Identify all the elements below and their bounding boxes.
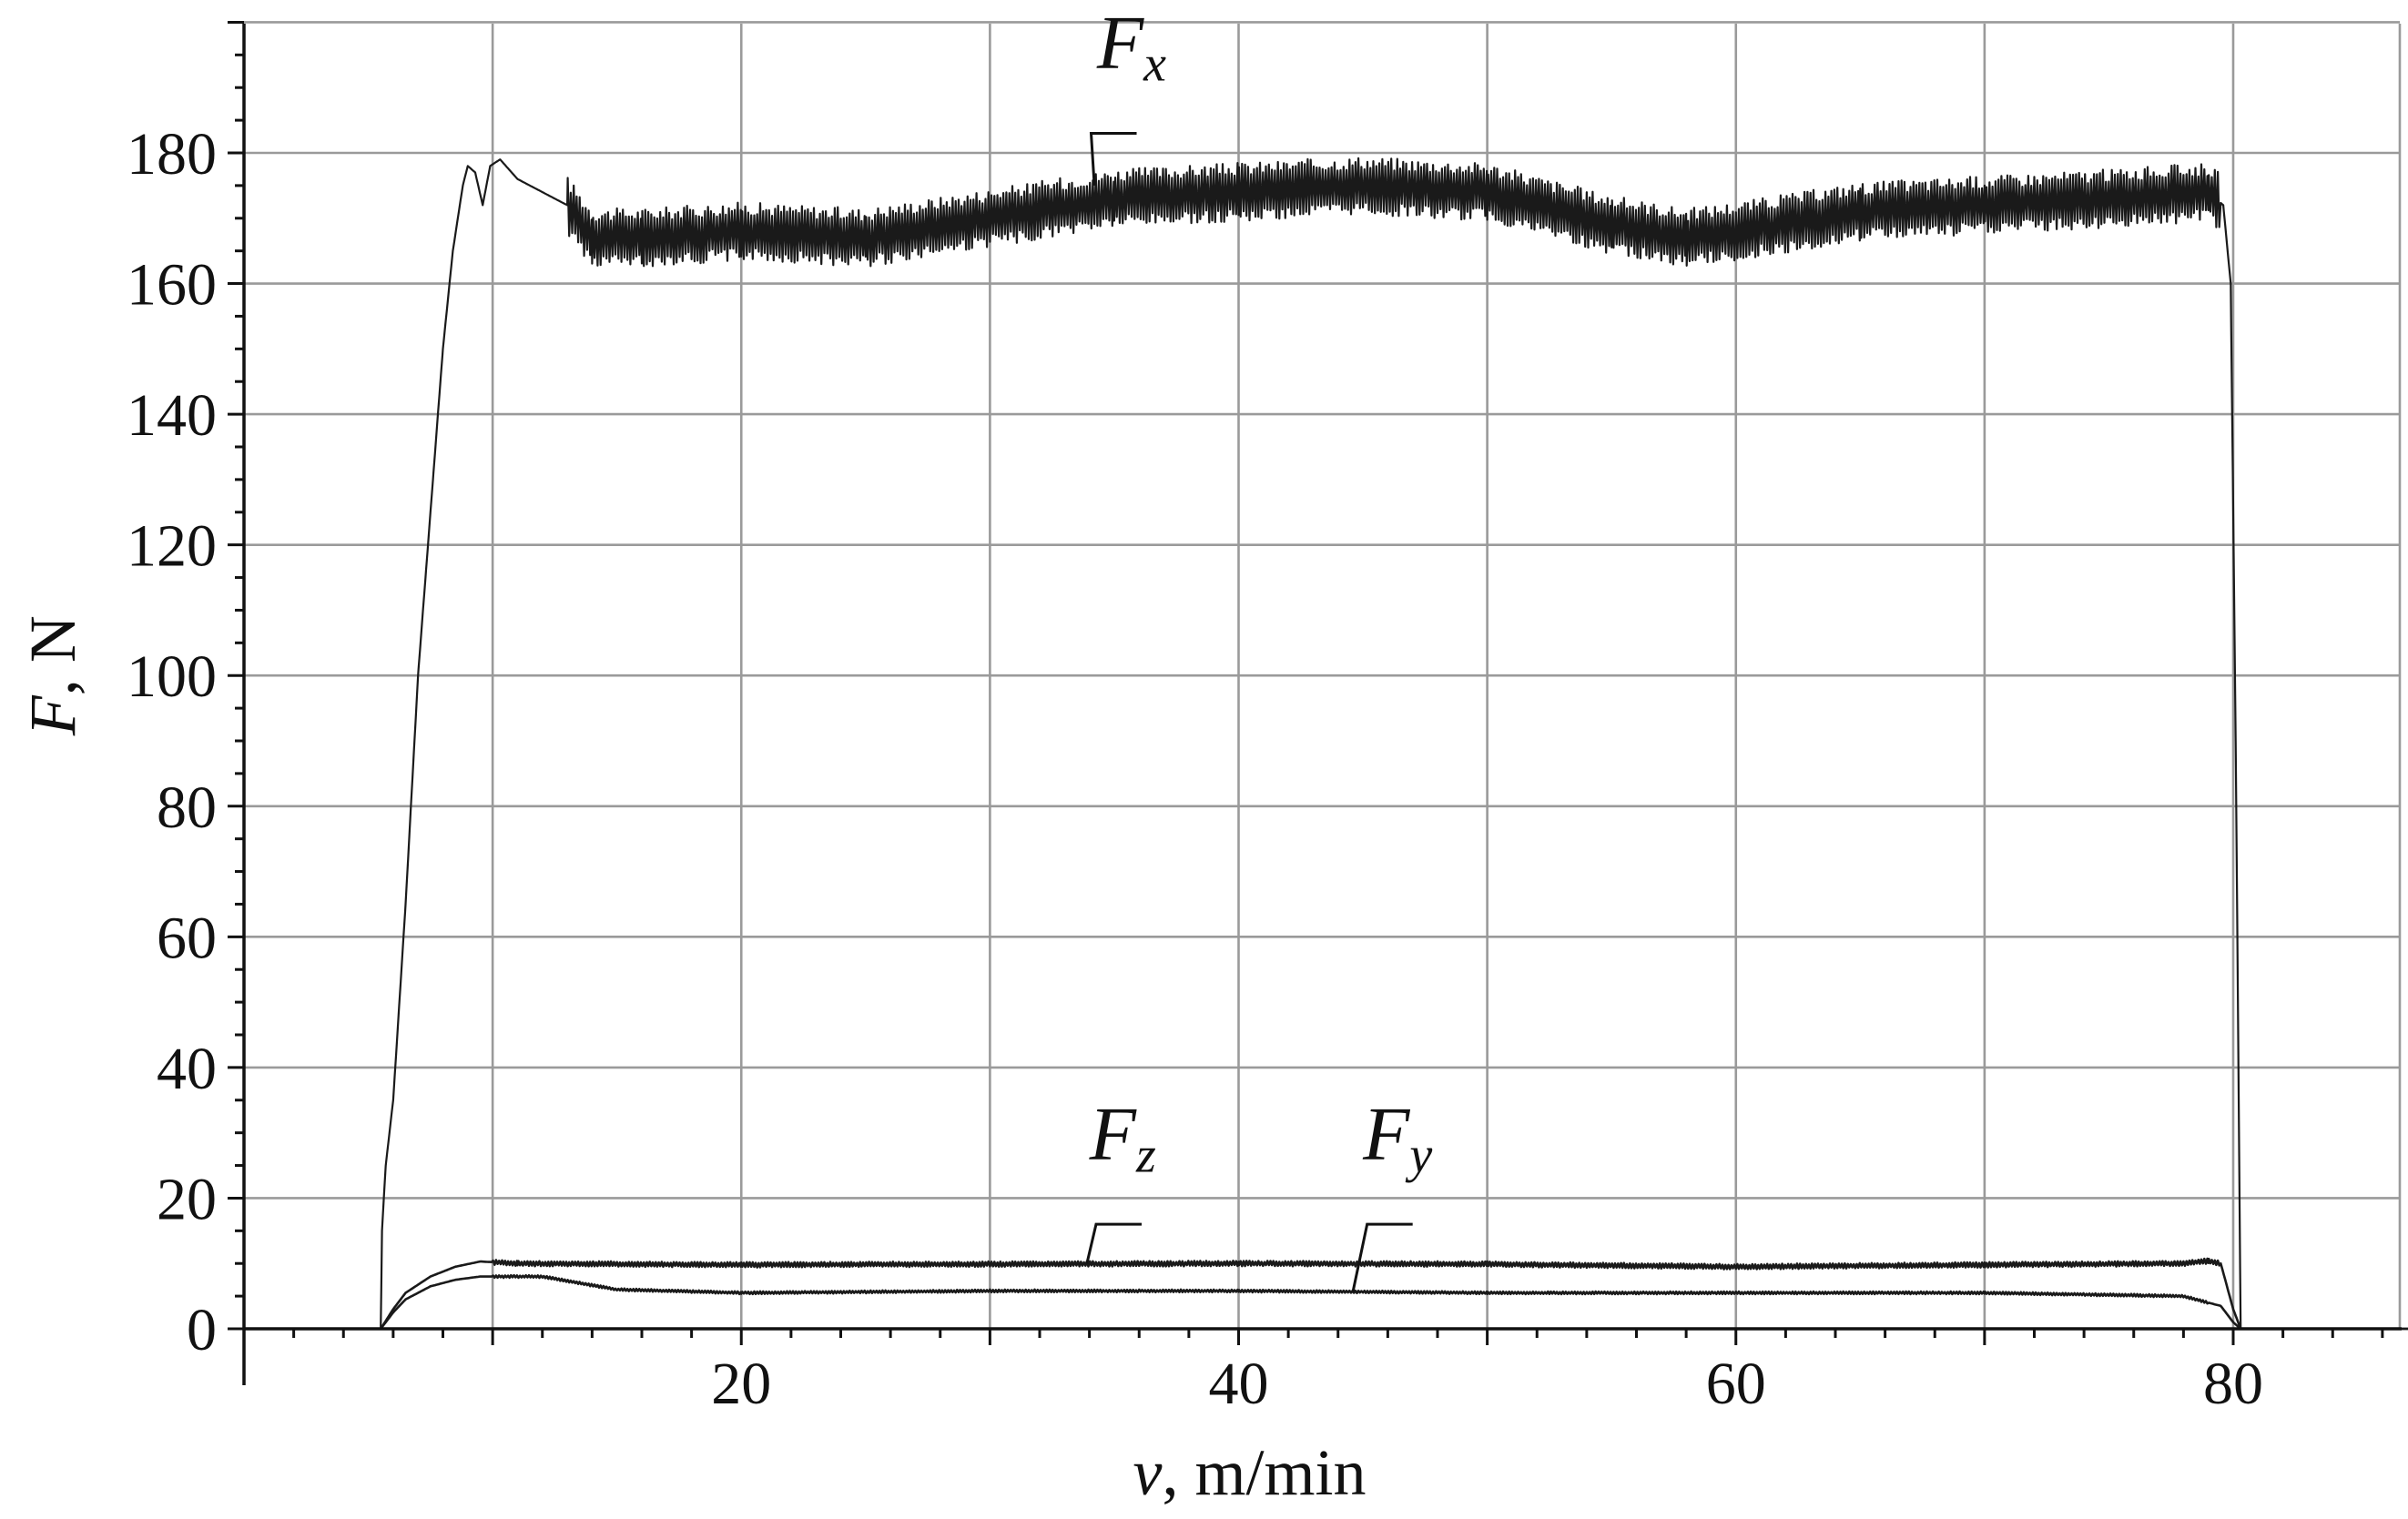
tick-labels: 0 20 40 60 80 100 120 140 160 180 20 40 60 80 [127, 121, 2263, 1417]
y-tick-label-20: 20 [157, 1166, 217, 1232]
annotation-fz: Fz [1085, 1091, 1156, 1264]
y-tick-label-160: 160 [127, 252, 217, 319]
x-tick-label-60: 60 [1706, 1351, 1766, 1417]
annotation-label-fy: Fy [1362, 1091, 1432, 1183]
y-tick-label-180: 180 [127, 121, 217, 187]
y-tick-label-80: 80 [157, 775, 217, 841]
x-axis-label-unit: , m/min [1162, 1436, 1366, 1509]
annotation-label-subscript: x [1143, 36, 1166, 93]
annotation-label-main: F [1089, 1091, 1138, 1176]
series-line-fx [244, 157, 2408, 1331]
x-axis-label: v, m/min [1133, 1436, 1367, 1509]
annotation-leader-fx [1089, 131, 1137, 186]
annotation-label-subscript: z [1135, 1127, 1156, 1183]
y-tick-label-60: 60 [157, 905, 217, 971]
y-tick-label-100: 100 [127, 643, 217, 710]
series-line-fz [244, 1257, 2408, 1331]
annotation-label-fz: Fz [1089, 1091, 1156, 1183]
y-axis-label-var: F [16, 694, 89, 736]
series-layer [244, 157, 2408, 1331]
y-tick-label-0: 0 [187, 1297, 217, 1363]
y-axis-label: F, N [16, 615, 89, 736]
x-tick-label-40: 40 [1209, 1351, 1269, 1417]
y-tick-label-120: 120 [127, 513, 217, 580]
y-axis-label-unit: , N [16, 615, 89, 695]
annotation-label-main: F [1096, 1, 1145, 86]
x-tick-label-20: 20 [711, 1351, 771, 1417]
annotation-fx: Fx [1089, 1, 1166, 186]
annotation-label-subscript: y [1405, 1127, 1432, 1183]
tick-marks [228, 20, 2384, 1345]
series-line-fy [244, 1273, 2408, 1331]
x-tick-label-80: 80 [2203, 1351, 2263, 1417]
x-axis-label-var: v [1133, 1436, 1163, 1509]
annotation-leader-fy [1351, 1222, 1413, 1292]
y-tick-label-40: 40 [157, 1036, 217, 1102]
annotation-label-fx: Fx [1096, 1, 1166, 93]
y-tick-label-140: 140 [127, 382, 217, 449]
annotation-leader-fz [1085, 1222, 1142, 1264]
annotation-label-main: F [1362, 1091, 1411, 1176]
annotation-fy: Fy [1351, 1091, 1432, 1292]
